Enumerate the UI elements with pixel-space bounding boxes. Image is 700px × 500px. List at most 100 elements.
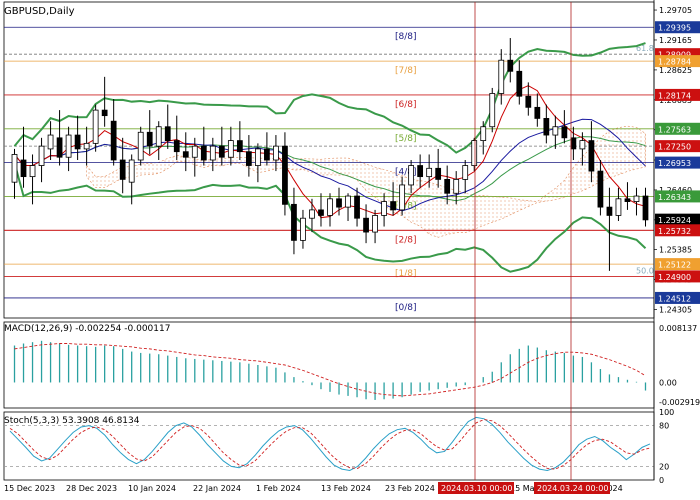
macd-axis-label: 0.008137 — [659, 324, 697, 333]
candle-body — [318, 209, 324, 216]
macd-panel — [13, 340, 647, 400]
price-axis-label: 1.28625 — [659, 66, 692, 75]
candle-body — [74, 134, 81, 150]
murrey-level-label: [3/8] — [395, 201, 417, 211]
bollinger-lower — [13, 162, 647, 273]
price-tag-label: 1.25122 — [658, 261, 691, 270]
fib-level-label: 61.8 — [636, 44, 654, 53]
candle-body — [579, 140, 586, 150]
time-axis-label: 23 Feb 2024 — [385, 484, 435, 493]
price-tag — [655, 140, 700, 153]
candle-body — [92, 109, 99, 144]
price-tag — [655, 122, 700, 135]
candle-body — [264, 148, 270, 161]
candle-body — [47, 134, 54, 150]
candle-body — [164, 126, 171, 141]
candle-body — [191, 145, 198, 158]
candle-body — [209, 145, 216, 161]
macd-title: MACD(12,26,9) -0.002254 -0.000117 — [4, 324, 170, 334]
macd-axis-label: 0.00 — [659, 378, 677, 387]
macd-axis-label: -0.002919 — [659, 398, 700, 407]
candle-body — [155, 126, 162, 147]
candle-body — [200, 145, 207, 161]
candle-body — [119, 159, 126, 180]
candle-body — [507, 59, 514, 72]
candle-body — [245, 151, 252, 166]
candle-body — [606, 206, 613, 216]
candle-body — [408, 165, 415, 186]
candle-body — [11, 154, 18, 183]
candle-body — [480, 126, 487, 141]
time-axis-label: 10 Jan 2024 — [128, 484, 176, 493]
candle-body — [471, 140, 478, 166]
price-indicators — [13, 42, 647, 273]
candle-body — [218, 145, 225, 158]
candle-body — [615, 198, 622, 216]
time-axis: 15 Dec 2023 28 Dec 2023 10 Jan 2024 22 Jan … — [4, 482, 623, 494]
time-axis-label: 13 Feb 2024 — [321, 484, 371, 493]
candle-body — [65, 134, 72, 158]
candle-body — [534, 106, 541, 119]
time-axis-label: 22 Jan 2024 — [193, 484, 241, 493]
price-tag — [655, 270, 700, 283]
ichimoku-cloud-area — [86, 125, 646, 238]
candle-body — [489, 93, 496, 128]
date-marker-tag — [534, 482, 610, 494]
candle-body — [327, 198, 333, 216]
candle-body — [399, 184, 405, 211]
candle-body — [336, 198, 342, 208]
price-tag — [655, 258, 700, 271]
murrey-level-label: [1/8] — [395, 269, 417, 279]
stoch-axis-label: 0 — [659, 476, 664, 485]
candle-body — [354, 195, 360, 219]
stoch-axis-label: 80 — [659, 422, 669, 431]
candle-body — [38, 145, 45, 166]
price-tag-label: 1.26953 — [658, 159, 691, 168]
candle-body — [101, 109, 108, 117]
candle-body — [498, 59, 505, 94]
panel-titles: GBPUSD,Daily MACD(12,26,9) -0.002254 -0.… — [4, 6, 170, 426]
stoch-title: Stoch(5,3,3) 53.3908 46.8134 — [4, 416, 140, 426]
date-marker-label: 2024.03.10 00:00 — [441, 484, 512, 493]
candle-body — [29, 165, 36, 178]
candle-body — [56, 137, 63, 158]
candle-body — [570, 137, 577, 150]
candle-body — [291, 203, 297, 241]
price-tag-label: 1.28784 — [658, 58, 691, 67]
candle-body — [273, 145, 279, 161]
candle-body — [182, 151, 189, 158]
candle-body — [435, 167, 442, 180]
candle-body — [516, 70, 523, 97]
candle-body — [227, 140, 234, 158]
candle-body — [345, 195, 351, 208]
murrey-level-label: [8/8] — [395, 32, 417, 42]
stoch-signal-line — [9, 419, 651, 470]
price-tag — [655, 55, 700, 68]
candle-body — [146, 131, 153, 147]
candle-body — [20, 159, 27, 178]
candle-body — [381, 201, 387, 216]
candle-body — [300, 217, 306, 241]
stoch-main-line — [9, 416, 651, 472]
candle-body — [390, 201, 396, 211]
candle-body — [624, 198, 631, 202]
price-tag — [655, 21, 700, 34]
time-axis-label: 15 Dec 2023 — [4, 484, 55, 493]
price-tag-label: 1.28174 — [658, 91, 691, 100]
symbol-title: GBPUSD,Daily — [4, 6, 75, 17]
candle-body — [110, 120, 117, 161]
price-axis-label: 1.29165 — [659, 36, 692, 45]
price-tag — [655, 190, 700, 203]
candle-body — [255, 148, 261, 166]
candle-body — [128, 159, 135, 183]
price-tag-label: 1.27563 — [658, 125, 691, 134]
murrey-level-label: [7/8] — [395, 66, 417, 76]
price-tag — [655, 88, 700, 101]
murrey-level-label: [4/8] — [395, 168, 417, 178]
candle-body — [642, 195, 649, 221]
candle-body — [372, 215, 378, 233]
candle-body — [173, 140, 180, 153]
candle-body — [426, 167, 433, 178]
candle-body — [561, 126, 568, 139]
